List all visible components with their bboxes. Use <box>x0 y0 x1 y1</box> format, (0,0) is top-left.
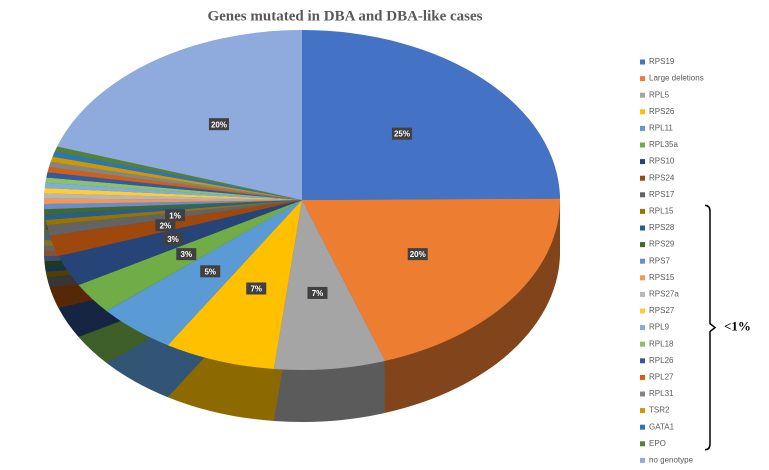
bracket <box>704 204 717 451</box>
data-label: 7% <box>312 289 324 298</box>
legend-swatch <box>640 125 645 131</box>
legend-label: RPL26 <box>649 356 674 365</box>
legend-label: RPS7 <box>649 256 670 265</box>
legend-label: RPS27 <box>649 306 675 315</box>
legend-swatch <box>640 308 645 314</box>
slice <box>57 30 303 200</box>
label-box <box>307 286 328 299</box>
legend-swatch <box>640 208 645 214</box>
label-box <box>208 118 229 131</box>
legend-swatch <box>640 441 645 447</box>
slice <box>273 200 386 370</box>
slice <box>46 172 303 200</box>
legend-label: TSR2 <box>649 406 670 415</box>
legend-label: RPL27 <box>649 373 674 382</box>
slice <box>48 161 302 200</box>
legend-label: RPL15 <box>649 207 674 216</box>
legend-label: RPS19 <box>649 57 675 66</box>
legend-swatch <box>640 242 645 248</box>
data-label: 7% <box>250 285 262 294</box>
data-label: 3% <box>181 250 193 259</box>
data-label: 20% <box>211 120 227 129</box>
slice <box>44 188 303 200</box>
legend-label: RPS29 <box>649 240 675 249</box>
legend-label: RPS10 <box>649 157 675 166</box>
slice <box>49 200 302 257</box>
legend-swatch <box>640 341 645 347</box>
label-box <box>391 127 412 140</box>
slice <box>43 198 302 204</box>
slice <box>52 151 302 200</box>
data-label: 25% <box>394 130 410 139</box>
slice <box>44 200 302 215</box>
legend-label: RPS17 <box>649 190 675 199</box>
label-box <box>200 265 221 278</box>
chart-title: Genes mutated in DBA and DBA-like cases <box>207 8 482 24</box>
legend-swatch <box>640 325 645 331</box>
legend-label: RPL31 <box>649 389 674 398</box>
legend-swatch <box>640 92 645 98</box>
legend-swatch <box>640 457 645 463</box>
legend-swatch <box>640 358 645 364</box>
legend-swatch <box>640 142 645 148</box>
label-box <box>155 219 176 232</box>
legend-swatch <box>640 76 645 82</box>
data-label: 2% <box>160 221 172 230</box>
pie: 25% 20% 7% 7% 5% 3%3% 2%1% 20% <box>43 30 560 422</box>
legend-label: RPS24 <box>649 173 675 182</box>
label-box <box>407 248 428 261</box>
slice <box>167 200 302 369</box>
slice <box>44 193 303 200</box>
data-label: 1% <box>169 211 181 220</box>
data-label: 3% <box>167 235 179 244</box>
legend-swatch <box>640 225 645 231</box>
legend-label: RPS27a <box>649 290 679 299</box>
legend-swatch <box>640 374 645 380</box>
legend-swatch <box>640 109 645 115</box>
slice <box>45 177 303 200</box>
legend-swatch <box>640 59 645 65</box>
slice <box>54 146 303 200</box>
label-box <box>163 232 184 245</box>
legend-swatch <box>640 424 645 430</box>
label-box <box>246 282 267 295</box>
label-box <box>176 248 197 261</box>
legend-label: RPL11 <box>649 124 673 133</box>
slice <box>302 198 560 361</box>
legend-label: RPL9 <box>649 323 670 332</box>
legend-swatch <box>640 159 645 165</box>
legend-label: RPL5 <box>649 90 670 99</box>
legend-swatch <box>640 258 645 264</box>
legend-label: no genotype <box>649 456 694 465</box>
legend: RPS19 Large deletions RPL5 RPS26 RPL11 RPL35a… <box>640 57 751 465</box>
legend-label: RPS26 <box>649 107 675 116</box>
legend-label: Large deletions <box>649 74 704 83</box>
legend-swatch <box>640 192 645 198</box>
legend-label: GATA1 <box>649 422 675 431</box>
legend-label: RPS28 <box>649 223 675 232</box>
slice <box>44 182 303 200</box>
slice <box>47 166 302 200</box>
legend-swatch <box>640 391 645 397</box>
annotation: <1% <box>724 319 751 334</box>
slice <box>302 30 560 200</box>
label-box <box>165 209 186 222</box>
legend-swatch <box>640 275 645 281</box>
legend-swatch <box>640 175 645 181</box>
legend-swatch <box>640 291 645 297</box>
legend-label: RPS15 <box>649 273 675 282</box>
data-label: 5% <box>204 267 216 276</box>
slice <box>44 200 303 210</box>
legend-swatch <box>640 408 645 414</box>
legend-label: RPL35a <box>649 140 678 149</box>
data-label: 20% <box>410 250 426 259</box>
legend-label: RPL18 <box>649 339 674 348</box>
legend-label: EPO <box>649 439 666 448</box>
slice <box>50 156 302 200</box>
